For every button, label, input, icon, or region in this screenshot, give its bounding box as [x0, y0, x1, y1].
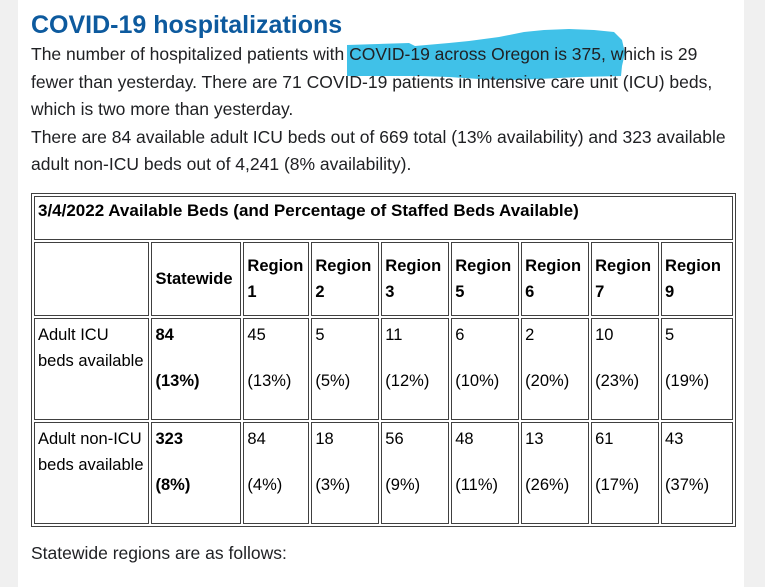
cell-value: 43: [665, 429, 684, 448]
cell-region-6: 13 (26%): [521, 421, 590, 524]
cell-region-3: 56 (9%): [381, 421, 450, 524]
cell-value: 323: [155, 429, 184, 448]
cell-region-6: 2 (20%): [521, 317, 590, 420]
cell-region-7: 10 (23%): [591, 317, 660, 420]
paragraph-hospitalizations: The number of hospitalized patients with…: [31, 29, 737, 124]
col-header-region-2: Region 2: [311, 241, 380, 316]
corner-cell: [34, 241, 150, 316]
cell-value: 56: [385, 429, 404, 448]
available-beds-table: 3/4/2022 Available Beds (and Percentage …: [31, 192, 736, 527]
col-header-region-3: Region 3: [381, 241, 450, 316]
cell-region-5: 48 (11%): [451, 421, 520, 524]
highlighted-phrase: COVID-19 across Oregon is 375,: [347, 29, 626, 80]
col-header-region-6: Region 6: [521, 241, 590, 316]
document-page: COVID-19 hospitalizations The number of …: [18, 0, 744, 587]
paragraph-bed-availability: There are 84 available adult ICU beds ou…: [31, 126, 726, 175]
cell-region-2: 5 (5%): [311, 317, 380, 420]
table-row-adult-icu: Adult ICU beds available 84 (13%) 45 (13…: [34, 317, 733, 420]
cell-percent: (17%): [595, 475, 640, 494]
paragraph-text-before: The number of hospitalized patients with: [31, 44, 350, 64]
cell-percent: (8%): [155, 475, 191, 494]
col-header-region-9: Region 9: [661, 241, 733, 316]
cell-percent: (12%): [385, 371, 430, 390]
cell-percent: (20%): [525, 371, 570, 390]
cell-statewide: 84 (13%): [151, 317, 242, 420]
col-header-region-5: Region 5: [451, 241, 520, 316]
cell-statewide: 323 (8%): [151, 421, 242, 524]
cell-region-1: 45 (13%): [243, 317, 310, 420]
cell-percent: (26%): [525, 475, 570, 494]
cell-region-5: 6 (10%): [451, 317, 520, 420]
statewide-regions-intro: Statewide regions are as follows:: [31, 542, 287, 563]
cell-percent: (4%): [247, 475, 283, 494]
col-header-region-7: Region 7: [591, 241, 660, 316]
cell-value: 18: [315, 429, 334, 448]
cell-value: 5: [665, 325, 675, 344]
cell-region-2: 18 (3%): [311, 421, 380, 524]
cell-value: 48: [455, 429, 474, 448]
row-label: Adult ICU beds available: [34, 317, 150, 420]
cell-value: 61: [595, 429, 614, 448]
cell-percent: (10%): [455, 371, 500, 390]
cell-value: 84: [247, 429, 266, 448]
table-row-adult-non-icu: Adult non-ICU beds available 323 (8%) 84…: [34, 421, 733, 524]
cell-value: 45: [247, 325, 266, 344]
cell-region-3: 11 (12%): [381, 317, 450, 420]
cell-percent: (3%): [315, 475, 351, 494]
document-content: COVID-19 hospitalizations The number of …: [18, 0, 744, 567]
table-header-row: Statewide Region 1 Region 2 Region 3 Reg…: [34, 241, 733, 316]
cell-percent: (37%): [665, 475, 710, 494]
cell-percent: (19%): [665, 371, 710, 390]
cell-region-9: 5 (19%): [661, 317, 733, 420]
cell-percent: (11%): [455, 475, 499, 494]
cell-value: 84: [155, 325, 174, 344]
cell-region-7: 61 (17%): [591, 421, 660, 524]
row-label: Adult non-ICU beds available: [34, 421, 150, 524]
cell-region-9: 43 (37%): [661, 421, 733, 524]
cell-percent: (5%): [315, 371, 351, 390]
cell-value: 11: [385, 325, 403, 344]
col-header-region-1: Region 1: [243, 241, 310, 316]
cell-value: 5: [315, 325, 325, 344]
col-header-statewide: Statewide: [151, 241, 242, 316]
cell-percent: (23%): [595, 371, 640, 390]
cell-percent: (13%): [247, 371, 292, 390]
cell-value: 2: [525, 325, 535, 344]
cell-percent: (13%): [155, 371, 200, 390]
cell-value: 6: [455, 325, 465, 344]
cell-region-1: 84 (4%): [243, 421, 310, 524]
cell-value: 13: [525, 429, 544, 448]
cell-percent: (9%): [385, 475, 421, 494]
paragraph-text-after: which is 29 fewer than yesterday. There …: [31, 44, 713, 119]
table-title-row: 3/4/2022 Available Beds (and Percentage …: [34, 195, 733, 240]
cell-value: 10: [595, 325, 614, 344]
table-title: 3/4/2022 Available Beds (and Percentage …: [34, 195, 733, 240]
page-title: COVID-19 hospitalizations: [31, 11, 343, 39]
highlighted-text: COVID-19 across Oregon is 375,: [349, 44, 606, 64]
